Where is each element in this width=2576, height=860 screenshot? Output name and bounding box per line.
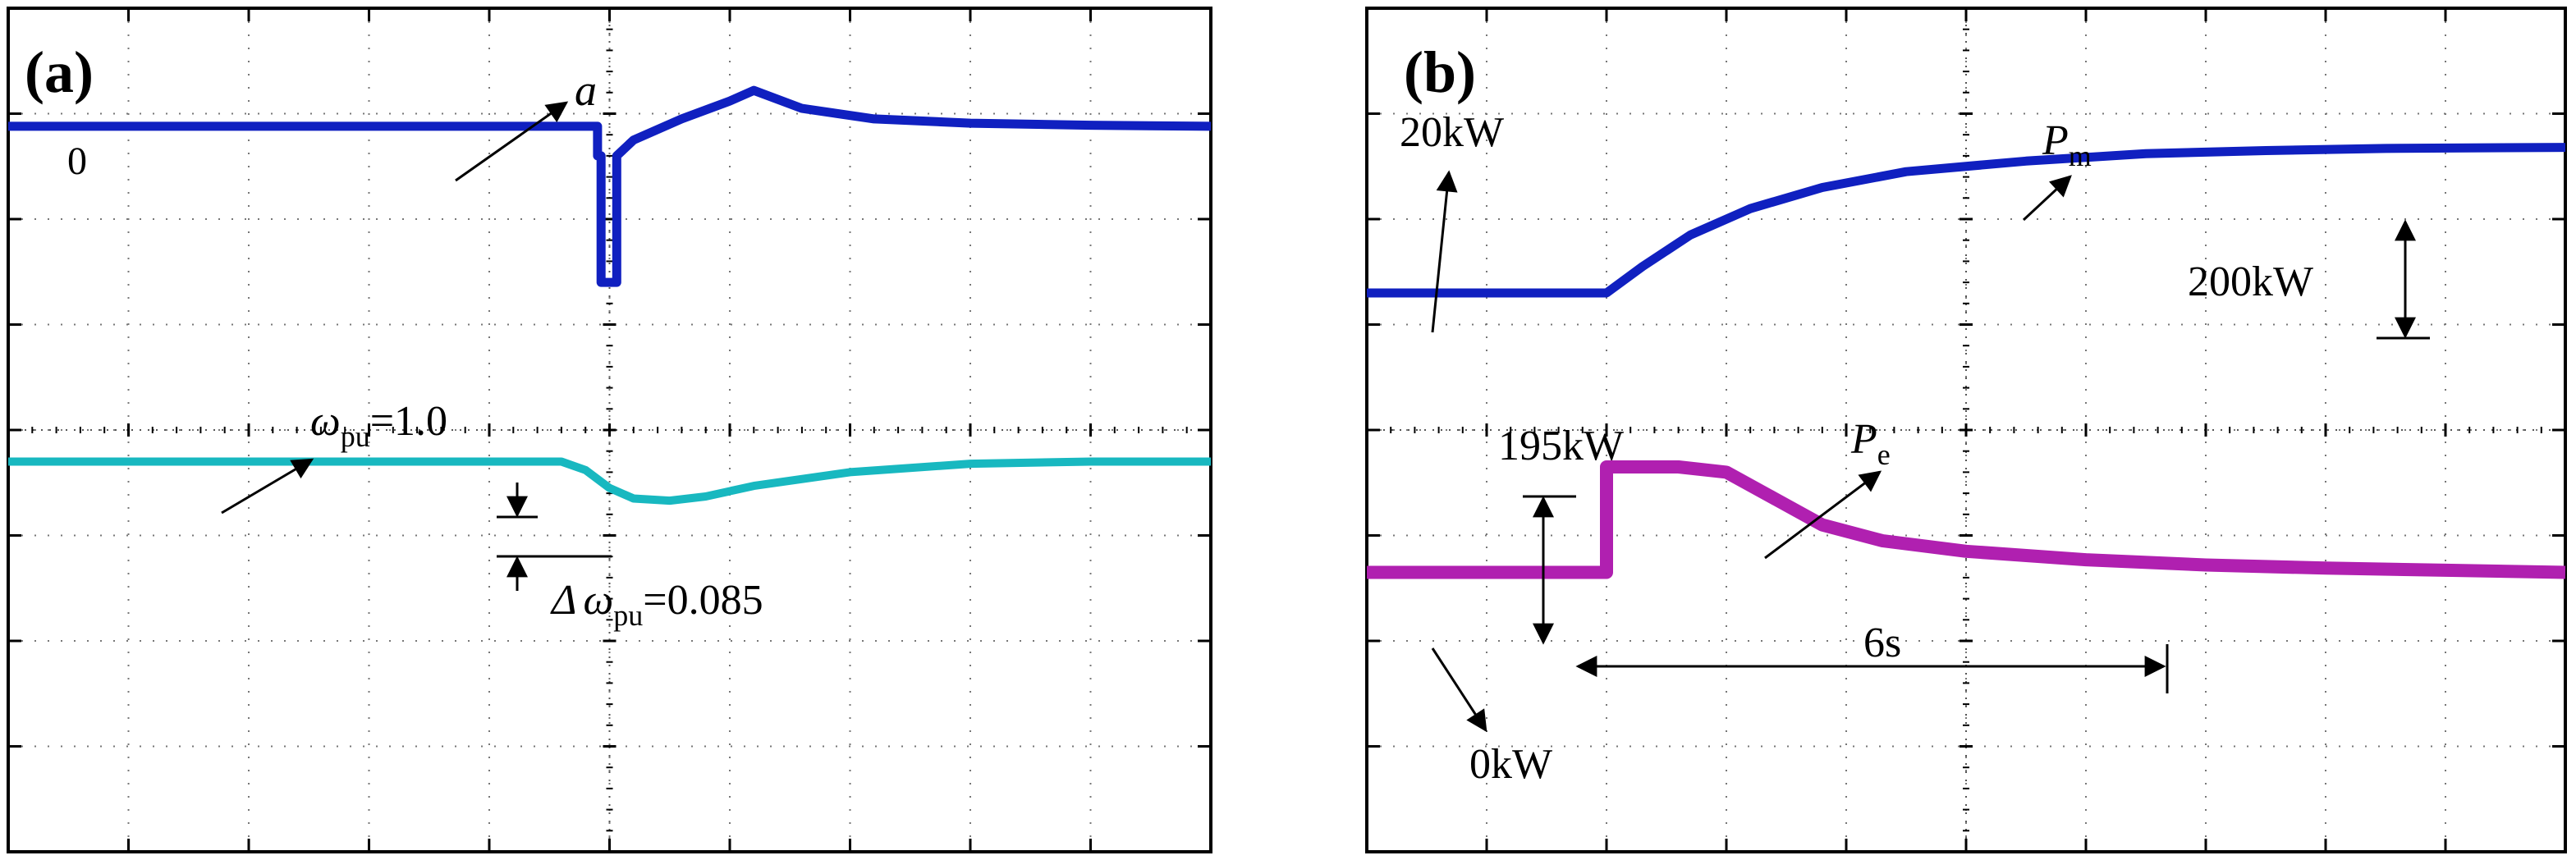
pe-symbol: P [1850, 416, 1877, 463]
grid-a [7, 7, 1211, 852]
delta-symbol: Δ [550, 577, 577, 624]
a-arrow [455, 101, 569, 182]
kw20-label: 20kW [1400, 109, 1504, 156]
series-a [8, 85, 1212, 505]
series-line-a-1 [8, 457, 1211, 505]
omega-symbol: ω [310, 398, 341, 445]
pe-sub: e [1877, 438, 1891, 471]
s6-label: 6s [1863, 620, 1901, 666]
kw195-label: 195kW [1498, 423, 1624, 469]
delta-omega-symbol: ω [584, 577, 614, 624]
pm-label: Pm [2042, 117, 2092, 172]
pm-arrow [2022, 175, 2072, 222]
series-line-b-0 [1367, 143, 2566, 298]
series-line-a-0 [8, 85, 1212, 287]
pe-label: Pe [1850, 416, 1891, 471]
series-line-b-1 [1367, 460, 2566, 579]
pm-sub: m [2069, 140, 2092, 172]
kw20-arrow [1431, 170, 1458, 333]
omega-arrow [221, 458, 314, 515]
kw200-label: 200kW [2188, 258, 2313, 305]
delta-sub: pu [613, 599, 643, 632]
omega-label: ωpu=1.0 [310, 398, 447, 453]
zero-label: 0 [67, 140, 87, 183]
a-label: a [575, 66, 597, 115]
delta-value: =0.085 [643, 577, 763, 624]
kw0-arrow [1431, 647, 1487, 733]
panel-b-frame [1365, 7, 2567, 853]
panel-b: (b) 20kW Pm 200kW 195kW Pe 6s 0kW [1365, 7, 2567, 853]
pe-arrow [1764, 470, 1882, 560]
pm-symbol: P [2042, 117, 2069, 164]
omega-value: =1.0 [370, 398, 447, 445]
series-b [1367, 143, 2566, 579]
panel-b-label: (b) [1404, 39, 1476, 105]
kw0-label: 0kW [1469, 741, 1552, 788]
panel-a-label: (a) [25, 39, 94, 105]
omega-sub: pu [341, 420, 370, 453]
panel-a-frame [7, 7, 1212, 853]
